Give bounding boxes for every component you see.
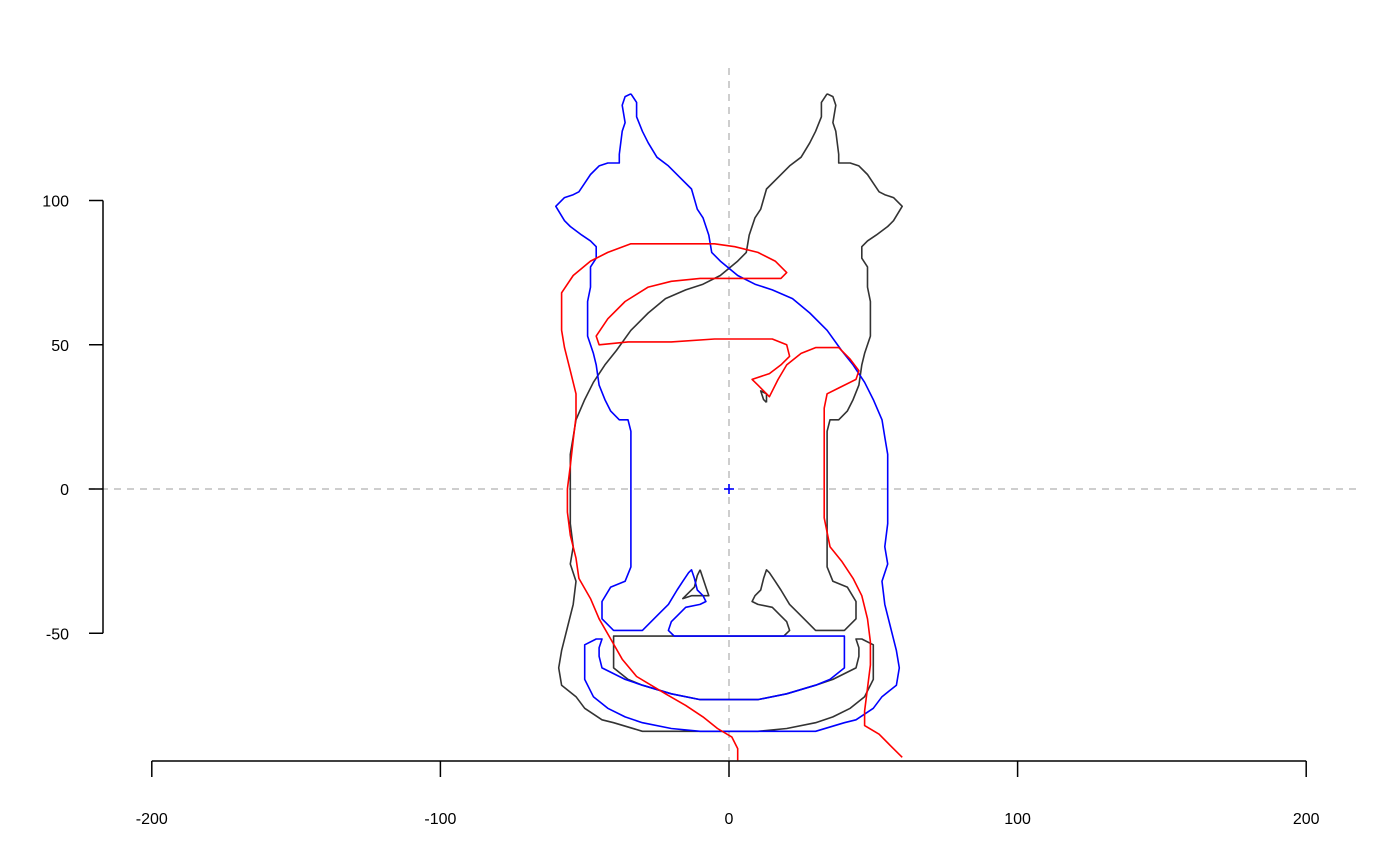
series-1 — [557, 93, 903, 733]
center-marker — [724, 484, 734, 494]
series-2-outline-1 — [555, 93, 901, 733]
x-tick-label-100: 100 — [1004, 811, 1031, 828]
series-1-outline-1 — [557, 93, 903, 733]
x-tick-label--100: -100 — [424, 811, 456, 828]
y-tick-label-0: 0 — [60, 482, 69, 499]
series-1-outline-3 — [759, 390, 768, 403]
series-3 — [560, 243, 903, 761]
series-3-outline-1 — [560, 243, 903, 761]
x-tick-label-0: 0 — [725, 811, 734, 828]
x-tick-label-200: 200 — [1293, 811, 1320, 828]
x-tick-label--200: -200 — [136, 811, 168, 828]
y-tick-label--50: -50 — [46, 626, 69, 643]
series-1-outline-2 — [682, 569, 710, 600]
reference-lines — [88, 68, 1362, 760]
y-tick-label-100: 100 — [42, 194, 69, 211]
x-axis: -200 -100 0 100 200 — [136, 760, 1320, 828]
plot-series — [555, 93, 903, 761]
series-2 — [555, 93, 901, 733]
y-tick-label-50: 50 — [51, 338, 69, 355]
y-axis: -50 0 50 100 — [42, 194, 104, 643]
